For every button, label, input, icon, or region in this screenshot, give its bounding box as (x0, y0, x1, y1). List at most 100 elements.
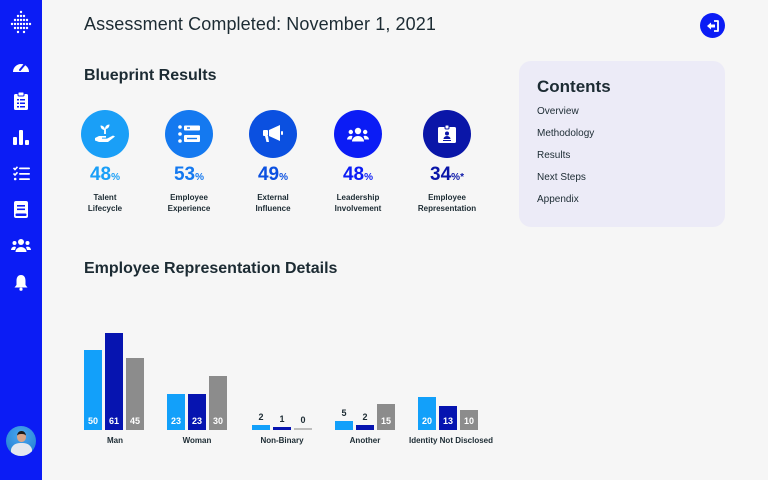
representation-details-heading: Employee Representation Details (84, 260, 338, 277)
bar-series-3[interactable]: 0 (294, 415, 312, 430)
bar-series-1[interactable]: 50 (84, 350, 102, 430)
metric-label-line-1: Talent (93, 193, 117, 202)
bar-value: 1 (279, 414, 285, 424)
bar-group-identity-not-disclosed: 20 13 10 (418, 397, 478, 430)
bar-value: 45 (129, 416, 140, 426)
metric-label-line-2: Experience (167, 204, 211, 213)
metric-employee-experience[interactable]: 53% Employee Experience (144, 110, 234, 214)
metric-circle (334, 110, 382, 158)
metric-unit: % (364, 172, 374, 183)
contents-link-methodology[interactable]: Methodology (537, 128, 595, 139)
category-label-identity-not-disclosed: Identity Not Disclosed (408, 436, 493, 445)
metric-label-line-2: Lifecycle (87, 204, 123, 213)
bar-value: 15 (380, 416, 391, 426)
megaphone-icon (263, 125, 283, 142)
metric-percentage: 34%* (402, 164, 492, 189)
metric-label-line-2: Influence (255, 204, 291, 213)
bar-series-3[interactable]: 10 (460, 410, 478, 430)
bar-series-1[interactable]: 2 (252, 412, 270, 430)
bar-value: 50 (87, 416, 98, 426)
dots-logo-icon[interactable] (9, 10, 33, 34)
bar-series-2[interactable]: 1 (273, 414, 291, 430)
users-icon[interactable] (11, 235, 31, 255)
category-label-man: Man (107, 436, 123, 445)
metric-value: 34 (430, 164, 452, 185)
metric-label: Talent Lifecycle (60, 192, 150, 214)
metric-circle (423, 110, 471, 158)
sidebar (0, 0, 42, 480)
metric-value: 48 (342, 164, 365, 185)
bar-value: 0 (300, 415, 306, 425)
metric-percentage: 53% (144, 164, 234, 189)
id-badge-icon (438, 125, 456, 143)
bar-value: 23 (191, 416, 202, 426)
contents-link-appendix[interactable]: Appendix (537, 194, 579, 205)
dashboard-gauge-icon[interactable] (11, 56, 31, 76)
metric-label-line-1: External (257, 193, 289, 202)
bar-value: 5 (341, 408, 347, 418)
bar-series-2[interactable]: 23 (188, 394, 206, 430)
bar-value: 23 (170, 416, 181, 426)
bar-value: 2 (258, 412, 264, 422)
user-avatar[interactable] (6, 426, 36, 456)
metric-value: 48 (89, 164, 112, 185)
bar-series-1[interactable]: 5 (335, 408, 353, 430)
book-icon[interactable] (11, 199, 31, 219)
exit-button[interactable] (700, 13, 725, 38)
bar-series-3[interactable]: 15 (377, 404, 395, 430)
bar-group-man: 50 61 45 (84, 333, 144, 430)
bar-group-woman: 23 23 30 (167, 376, 227, 430)
category-label-woman: Woman (182, 436, 212, 445)
metric-percentage: 49% (228, 164, 318, 189)
metric-unit: % (111, 172, 121, 183)
bar-value: 13 (442, 416, 453, 426)
avatar-head (17, 431, 26, 442)
metric-unit: % (279, 172, 289, 183)
bar-value: 10 (463, 416, 474, 426)
metric-value: 53 (173, 164, 196, 185)
contents-link-next-steps[interactable]: Next Steps (537, 172, 586, 183)
metric-percentage: 48% (60, 164, 150, 189)
contents-link-overview[interactable]: Overview (537, 106, 579, 117)
category-label-non-binary: Non-Binary (260, 436, 304, 445)
metric-circle (249, 110, 297, 158)
contents-link-results[interactable]: Results (537, 150, 571, 161)
category-label-another: Another (349, 436, 381, 445)
metric-unit: % (195, 172, 205, 183)
metric-label-line-1: Leadership (336, 193, 380, 202)
list-icon (178, 125, 200, 143)
metric-external-influence[interactable]: 49% External Influence (228, 110, 318, 214)
contents-title: Contents (537, 77, 611, 96)
bar-chart-icon[interactable] (11, 127, 31, 147)
metric-value: 49 (257, 164, 280, 185)
metric-unit: %* (451, 172, 464, 183)
blueprint-results-heading: Blueprint Results (84, 67, 217, 84)
bar-value: 2 (362, 412, 368, 422)
metric-talent-lifecycle[interactable]: 48% Talent Lifecycle (60, 110, 150, 214)
bar-series-1[interactable]: 20 (418, 397, 436, 430)
bar-value: 20 (421, 416, 432, 426)
checklist-icon[interactable] (11, 163, 31, 183)
metric-percentage: 48% (313, 164, 403, 189)
bar-series-1[interactable]: 23 (167, 394, 185, 430)
metric-label: Employee Experience (144, 192, 234, 214)
users-icon (347, 127, 369, 141)
metric-circle (81, 110, 129, 158)
metric-employee-representation[interactable]: 34%* Employee Representation (402, 110, 492, 214)
metric-leadership-involvement[interactable]: 48% Leadership Involvement (313, 110, 403, 214)
metric-circle (165, 110, 213, 158)
avatar-body (11, 443, 32, 456)
metric-label-line-2: Representation (417, 204, 477, 213)
bar-value: 61 (108, 416, 119, 426)
metric-label: Employee Representation (402, 192, 492, 214)
bar-series-3[interactable]: 30 (209, 376, 227, 430)
bell-icon[interactable] (11, 272, 31, 292)
bar-series-3[interactable]: 45 (126, 358, 144, 430)
bar-series-2[interactable]: 2 (356, 412, 374, 430)
metric-label-line-1: Employee (170, 193, 208, 202)
metric-label-line-1: Employee (428, 193, 466, 202)
clipboard-icon[interactable] (11, 91, 31, 111)
metric-label: Leadership Involvement (313, 192, 403, 214)
bar-series-2[interactable]: 61 (105, 333, 123, 430)
bar-series-2[interactable]: 13 (439, 406, 457, 430)
